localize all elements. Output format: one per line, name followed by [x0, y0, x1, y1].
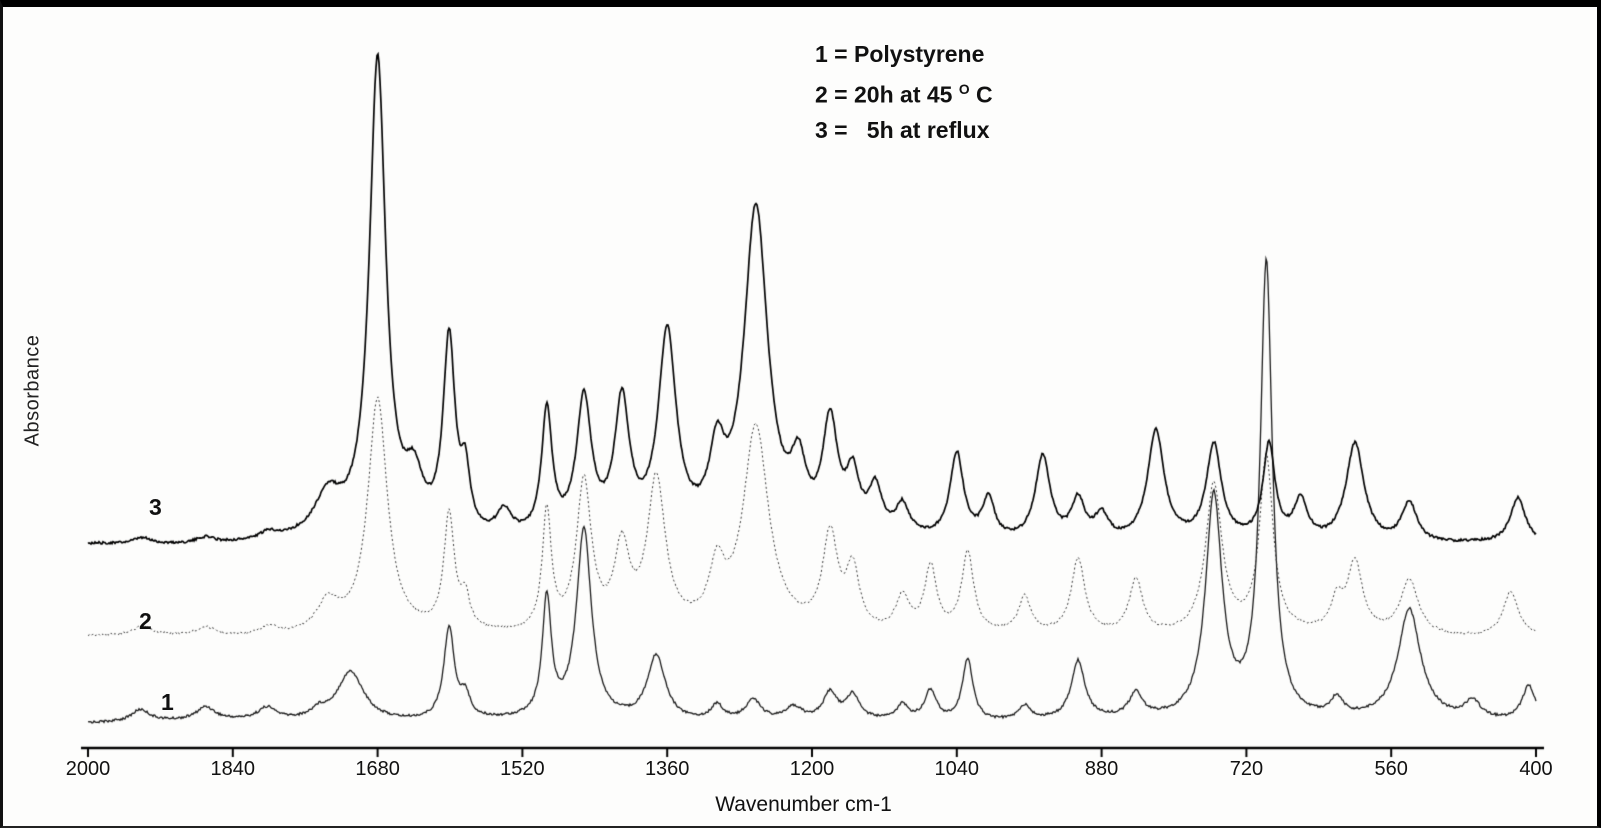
legend: 1 = Polystyrene 2 = 20h at 45 O C 3 = 5h a… [815, 37, 993, 148]
x-tick-label: 1200 [789, 758, 835, 780]
curve-labels: 1 2 3 [3, 7, 1597, 826]
series-label: 2 [139, 608, 152, 634]
x-axis-label: Wavenumber cm-1 [715, 793, 892, 816]
x-tick-labels: 2000 1840 1680 1520 1360 1200 1040 880 720 560 400 [3, 7, 1597, 826]
x-tick-label: 560 [1374, 758, 1408, 780]
legend-item: 2 = 20h at 45 O C [815, 81, 993, 108]
series-label: 1 [161, 689, 174, 715]
x-tick-label: 400 [1519, 758, 1553, 780]
x-tick-label: 1680 [355, 758, 400, 780]
annotation-layer: Absorbance Wavenumber cm-1 1 = Polystyre… [3, 7, 1597, 826]
x-tick-label: 1040 [934, 758, 980, 780]
x-tick-label: 1360 [644, 758, 690, 780]
x-tick-label: 720 [1229, 758, 1264, 780]
legend-item: 1 = Polystyrene [815, 41, 985, 67]
spectra-canvas [3, 7, 1597, 826]
x-tick-label: 2000 [65, 758, 111, 780]
x-tick-label: 1840 [210, 758, 256, 780]
x-tick-label: 880 [1084, 758, 1119, 780]
legend-item: 3 = 5h at reflux [815, 116, 990, 143]
series-label: 3 [149, 494, 162, 520]
x-tick-label: 1520 [500, 758, 545, 780]
